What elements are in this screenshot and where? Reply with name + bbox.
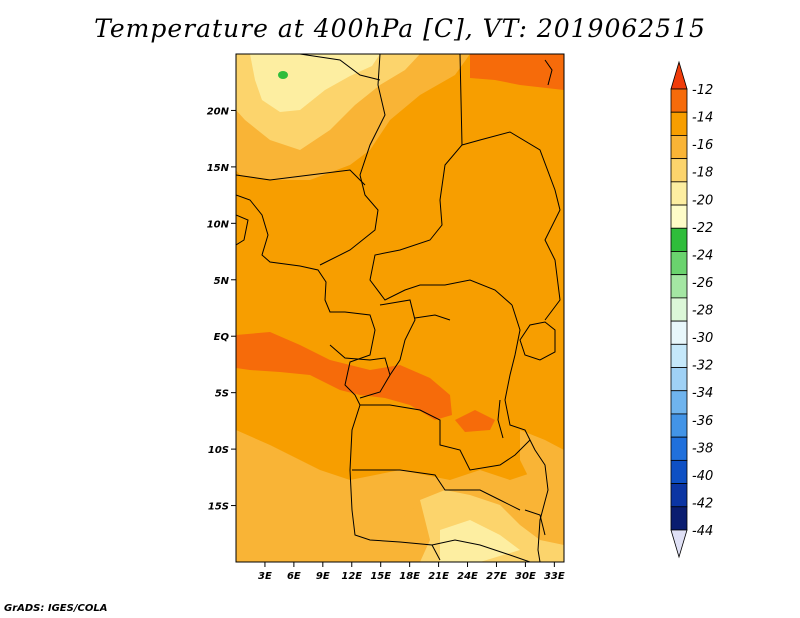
lon-tick-label: 21E	[428, 571, 449, 582]
lat-tick-label: 10S	[208, 445, 229, 456]
colorbar-bottom-arrow	[670, 529, 688, 559]
colorbar-swatch	[670, 483, 688, 508]
border-east	[504, 304, 549, 562]
coastline-west	[236, 194, 376, 406]
border-chad-sudan	[369, 54, 513, 306]
lake-victoria	[519, 321, 556, 361]
border-niger-nigeria	[319, 54, 386, 266]
lon-tick-label: 33E	[544, 571, 565, 582]
colorbar-label: -24	[692, 248, 713, 263]
colorbar-label: -44	[692, 524, 713, 539]
lake-tanganyika	[497, 399, 504, 439]
colorbar-label: -18	[692, 166, 713, 181]
border-south	[431, 539, 531, 562]
cool-region-southeast	[520, 430, 564, 505]
lon-tick-label: 12E	[341, 571, 362, 582]
grads-credit: GrADS: IGES/COLA	[4, 603, 108, 614]
lon-tick-label: 18E	[399, 571, 420, 582]
river-congo	[414, 314, 451, 321]
border-coast-ivory	[236, 214, 249, 246]
lat-tick-label: 5N	[214, 276, 230, 287]
colorbar-swatch	[670, 436, 688, 461]
colorbar: -12 -14 -16 -18 -20 -22 -24 -26 -28 -30 -32 -34 -36 -…	[670, 60, 713, 559]
colorbar-label: -38	[692, 441, 713, 456]
colorbar-label: -12	[692, 83, 713, 98]
boundaries	[236, 54, 561, 562]
warm-patch-east	[455, 410, 495, 432]
colorbar-swatch	[670, 158, 688, 183]
border-north	[299, 54, 381, 81]
colorbar-swatch	[670, 390, 688, 415]
colorbar-label: -32	[692, 359, 713, 374]
lat-tick-label: 5S	[215, 389, 229, 400]
lon-tick-label: 6E	[287, 571, 301, 582]
colorbar-swatch	[670, 88, 688, 113]
coastline-southwest	[349, 404, 441, 561]
map-frame	[235, 53, 565, 563]
colorbar-swatch	[670, 506, 688, 531]
lat-tick-label: EQ	[214, 332, 230, 343]
lon-tick-label: 15E	[370, 571, 391, 582]
colorbar-swatch	[670, 459, 688, 484]
colorbar-label: -42	[692, 496, 713, 511]
border-sahel	[236, 169, 366, 186]
map-title: Temperature at 400hPa [C], VT: 201906251…	[94, 14, 706, 43]
colorbar-swatch	[670, 367, 688, 392]
colorbar-label: -16	[692, 138, 713, 153]
lat-tick-label: 15S	[208, 502, 229, 513]
colorbar-swatch	[670, 274, 688, 299]
lat-tick-label: 15N	[207, 163, 230, 174]
colorbar-top-arrow	[670, 60, 688, 90]
colorbar-swatch	[670, 343, 688, 368]
lon-tick-label: 9E	[316, 571, 330, 582]
green-spot	[278, 71, 288, 79]
colorbar-label: -36	[692, 414, 713, 429]
lat-axis: 20N 15N 10N 5N EQ 5S 10S 15S	[207, 106, 236, 513]
colorbar-swatch	[670, 111, 688, 136]
colorbar-label: -34	[692, 386, 713, 401]
colorbar-label: -20	[692, 193, 713, 208]
border-gabon	[329, 344, 391, 399]
colorbar-swatch	[670, 227, 688, 252]
border-sudan	[461, 131, 561, 321]
border-congo	[379, 299, 416, 376]
lake-malawi	[524, 509, 546, 536]
colorbar-swatch	[670, 297, 688, 322]
coolest-region-north	[250, 54, 380, 112]
colorbar-swatch	[670, 413, 688, 438]
colorbar-label: -26	[692, 276, 713, 291]
colorbar-label: -28	[692, 304, 713, 319]
colorbar-swatch	[670, 251, 688, 276]
colorbar-label: -30	[692, 331, 713, 346]
colorbar-label: -40	[692, 469, 713, 484]
border-angola-drc	[360, 404, 531, 471]
colorbar-swatch	[670, 181, 688, 206]
warm-band	[236, 332, 452, 420]
border-egypt	[544, 59, 553, 86]
colorbar-label: -14	[692, 111, 713, 126]
lat-tick-label: 10N	[207, 219, 230, 230]
lon-tick-label: 3E	[258, 571, 272, 582]
warm-patch-northeast	[470, 54, 564, 90]
colorbar-swatch	[670, 135, 688, 160]
temperature-field	[236, 54, 564, 562]
lat-tick-label: 20N	[207, 106, 230, 117]
colorbar-swatch	[670, 320, 688, 345]
colorbar-swatch	[670, 204, 688, 229]
lon-tick-label: 27E	[486, 571, 507, 582]
lon-axis: 3E 6E 9E 12E 15E 18E 21E 24E 27E 30E 33E	[258, 562, 565, 582]
border-zambia	[352, 469, 521, 511]
lon-tick-label: 30E	[515, 571, 536, 582]
colorbar-label: -22	[692, 221, 713, 236]
lon-tick-label: 24E	[457, 571, 478, 582]
